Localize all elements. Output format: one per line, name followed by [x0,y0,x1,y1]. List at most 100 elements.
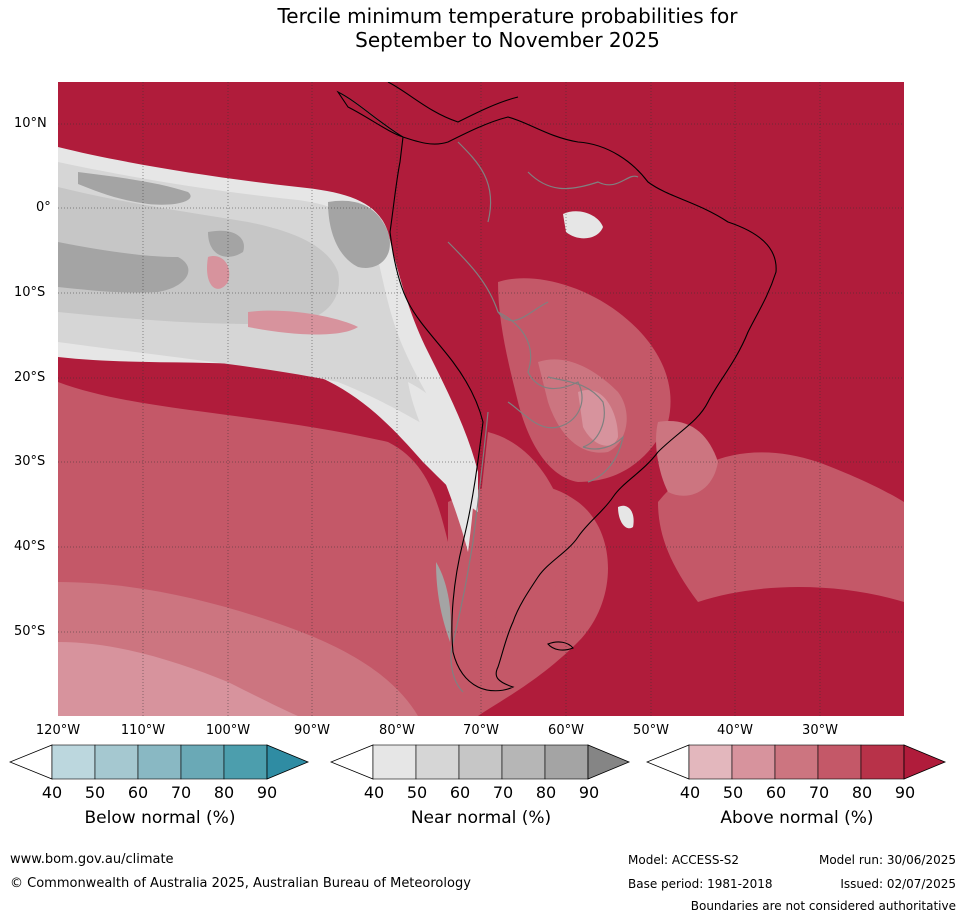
colorbar-segment-5 [860,744,905,780]
paraguay-50 [578,390,618,446]
footer-issued: Issued: 02/07/2025 [840,877,956,891]
colorbar-segment-4 [817,744,862,780]
colorbar-segment-2 [731,744,776,780]
lat-label-30s: 30°S [14,454,46,469]
footer-copyright: © Commonwealth of Australia 2025, Austra… [10,876,471,891]
colorbar-segment-2 [415,744,460,780]
cb2-tick-40: 40 [679,783,701,802]
colorbar-extend-high [903,744,947,780]
boundary-guianas [527,171,639,190]
lat-label-0: 0° [36,200,51,215]
chart-title: Tercile minimum temperature probabilitie… [0,4,965,52]
cb1-tick-90: 90 [578,783,600,802]
gridlines [58,82,904,716]
argentina-70 [478,432,568,642]
lon-label-120w: 120°W [35,723,81,738]
cb0-tick-70: 70 [170,783,192,802]
footer-base-period: Base period: 1981-2018 [628,877,773,891]
lon-label-90w: 90°W [294,723,330,738]
boundary-paraguay [547,376,605,448]
above-normal-patch-b [248,310,358,335]
lat-label-50s: 50°S [14,624,46,639]
probability-map [58,82,904,716]
near-normal-region-70d [208,230,244,257]
footer-website: www.bom.gov.au/climate [10,852,174,867]
uruguay-coast-light [618,505,634,529]
lon-label-70w: 70°W [463,723,499,738]
boundary-venezuela-colombia [457,141,492,223]
coastlines [336,82,777,692]
cb0-tick-40: 40 [41,783,63,802]
south-pacific-band-60 [58,642,298,716]
colorbar-extend-high [587,744,631,780]
colorbar-extend-low [9,744,53,780]
coastline-caribbean [387,82,519,123]
boundary-peru-brazil [447,241,549,322]
colorbar-segment-3 [137,744,182,780]
colorbar-label-below-normal: Below normal (%) [84,808,236,828]
cb1-tick-50: 50 [406,783,428,802]
title-line-2: September to November 2025 [355,28,660,52]
coastline-central-america [336,90,404,138]
chile-coast-near-normal [408,382,474,552]
lat-label-10n: 10°N [14,116,47,131]
colorbar-label-near-normal: Near normal (%) [410,808,552,828]
near-normal-region-70c [328,200,390,268]
lat-label-20s: 20°S [14,370,46,385]
cb2-tick-60: 60 [765,783,787,802]
footer-disclaimer: Boundaries are not considered authoritat… [690,899,956,913]
lat-label-10s: 10°S [14,285,46,300]
lon-label-110w: 110°W [120,723,166,738]
title-line-1: Tercile minimum temperature probabilitie… [277,4,738,28]
lat-label-40s: 40°S [14,539,46,554]
colorbar-segment-1 [688,744,733,780]
colorbar-extend-low [330,744,374,780]
boundary-argentina-brazil [582,435,624,483]
cb1-tick-60: 60 [449,783,471,802]
colorbar-segment-4 [180,744,225,780]
cb2-tick-50: 50 [722,783,744,802]
cb2-tick-70: 70 [808,783,830,802]
lon-label-60w: 60°W [548,723,584,738]
cb2-tick-90: 90 [894,783,916,802]
coastline-south-america [389,116,777,692]
amazon-near-normal [563,211,603,239]
near-normal-region-70a [58,242,189,293]
footer-model: Model: ACCESS-S2 [628,853,740,867]
lon-label-40w: 40°W [717,723,753,738]
cb0-tick-50: 50 [84,783,106,802]
colorbar-segment-2 [94,744,139,780]
boundary-chile-argentina [450,411,489,693]
colorbar-extend-high [266,744,310,780]
colorbar-label-above-normal: Above normal (%) [720,808,874,828]
colorbar-segment-5 [544,744,589,780]
lon-label-80w: 80°W [379,723,415,738]
south-atlantic-band-70 [658,452,904,602]
colorbar-above-normal [646,744,947,780]
patagonia-near-normal [436,562,451,642]
cb0-tick-80: 80 [213,783,235,802]
colorbar-extend-low [646,744,690,780]
lon-label-30w: 30°W [802,723,838,738]
falklands [547,641,574,651]
cb0-tick-60: 60 [127,783,149,802]
colorbar-segment-4 [501,744,546,780]
cb0-tick-90: 90 [256,783,278,802]
above-normal-patch-a [207,256,230,289]
cb1-tick-80: 80 [535,783,557,802]
colorbar-segment-3 [774,744,819,780]
footer-model-run: Model run: 30/06/2025 [818,853,956,867]
near-normal-region-70b [78,172,191,205]
cb1-tick-70: 70 [492,783,514,802]
colorbar-near-normal [330,744,631,780]
lon-label-50w: 50°W [633,723,669,738]
colorbar-segment-1 [372,744,417,780]
lon-label-100w: 100°W [205,723,251,738]
colorbar-segment-1 [51,744,96,780]
colorbar-segment-5 [223,744,268,780]
colorbar-segment-3 [458,744,503,780]
colorbar-below-normal [9,744,310,780]
cb1-tick-40: 40 [363,783,385,802]
cb2-tick-80: 80 [851,783,873,802]
boundary-bolivia [497,311,583,429]
